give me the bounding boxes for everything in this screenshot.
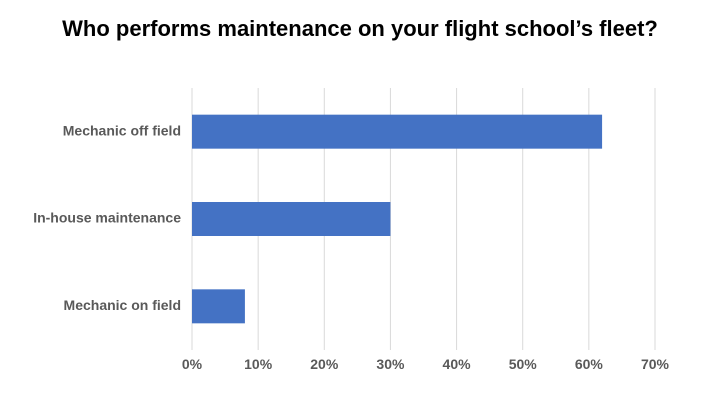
x-tick-label: 70% (641, 356, 670, 372)
x-tick-label: 50% (509, 356, 538, 372)
bar-in-house-maintenance (192, 202, 391, 236)
x-tick-label: 30% (376, 356, 405, 372)
x-tick-label: 60% (575, 356, 604, 372)
x-tick-label: 10% (244, 356, 273, 372)
x-tick-label: 0% (182, 356, 203, 372)
x-tick-labels: 0% 10% 20% 30% 40% 50% 60% 70% (182, 356, 670, 372)
bars (192, 114, 603, 324)
bar-mechanic-off-field (192, 114, 603, 149)
category-labels: Mechanic off field In-house maintenance Me… (33, 122, 181, 313)
chart-title: Who performs maintenance on your flight … (62, 16, 658, 41)
category-label: Mechanic off field (63, 122, 181, 138)
category-label: In-house maintenance (33, 210, 181, 226)
x-tick-label: 20% (310, 356, 339, 372)
x-tick-label: 40% (443, 356, 472, 372)
category-label: Mechanic on field (64, 297, 181, 313)
bar-mechanic-on-field (192, 289, 245, 324)
